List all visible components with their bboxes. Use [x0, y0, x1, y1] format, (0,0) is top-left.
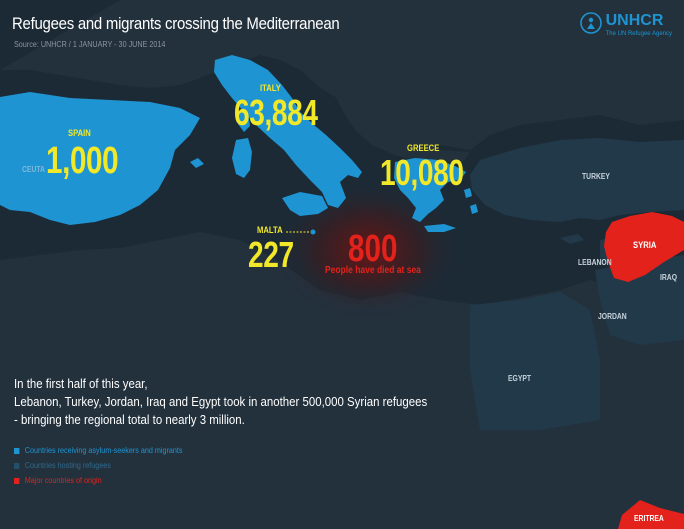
- legend-swatch-hosting: [14, 462, 20, 469]
- deaths-note: People have died at sea: [325, 265, 421, 276]
- italy-label: ITALY: [260, 83, 281, 93]
- spain-landmass: [0, 92, 200, 225]
- malta-count: 227: [248, 234, 294, 275]
- syria-landmass: [604, 212, 684, 282]
- infographic-title: Refugees and migrants crossing the Medit…: [12, 14, 340, 33]
- corsica: [238, 110, 250, 132]
- sicily: [282, 192, 328, 216]
- iraq-label: IRAQ: [660, 273, 677, 282]
- summary-line-2: Lebanon, Turkey, Jordan, Iraq and Egypt …: [14, 394, 428, 409]
- legend-label-origin: Major countries of origin: [24, 476, 102, 485]
- crete: [424, 224, 456, 232]
- legend-item-hosting: Countries hosting refugees: [14, 461, 111, 470]
- eritrea-landmass: [618, 500, 684, 529]
- spain-count: 1,000: [46, 140, 119, 182]
- aegean-islands: [464, 188, 478, 214]
- egypt-label: EGYPT: [508, 374, 532, 383]
- europe-landmass: [0, 0, 684, 150]
- legend-item-origin: Major countries of origin: [14, 476, 102, 485]
- logo-name: UNHCR: [605, 12, 664, 29]
- italy-count: 63,884: [234, 92, 318, 133]
- summary-line-1: In the first half of this year,: [14, 376, 148, 391]
- greece-count: 10,080: [380, 152, 464, 193]
- balkans-landmass: [335, 95, 470, 170]
- balearic-islands: [190, 158, 204, 168]
- legend-swatch-receiving: [14, 447, 20, 454]
- jordan-label: JORDAN: [598, 312, 627, 321]
- unhcr-logo: UNHCR The UN Refugee Agency: [579, 12, 672, 38]
- legend-label-receiving: Countries receiving asylum-seekers and m…: [24, 446, 183, 455]
- turkey-landmass: [470, 138, 684, 222]
- turkey-label: TURKEY: [582, 172, 610, 181]
- cyprus: [560, 234, 584, 244]
- summary-line-3: - bringing the regional total to nearly …: [14, 412, 245, 427]
- unhcr-emblem-icon: [579, 12, 602, 34]
- legend-label-hosting: Countries hosting refugees: [24, 461, 111, 470]
- malta-label: MALTA: [257, 225, 283, 235]
- sardinia: [232, 138, 252, 178]
- egypt-region: [470, 292, 600, 430]
- greece-landmass: [394, 158, 466, 222]
- syria-label: SYRIA: [633, 240, 657, 250]
- greece-label: GREECE: [407, 143, 440, 153]
- lebanon-label: LEBANON: [578, 258, 612, 267]
- logo-tagline: The UN Refugee Agency: [605, 31, 672, 37]
- legend-item-receiving: Countries receiving asylum-seekers and m…: [14, 446, 182, 455]
- eritrea-label: ERITREA: [634, 514, 664, 523]
- malta-island: [310, 229, 316, 235]
- spain-label: SPAIN: [68, 128, 91, 138]
- legend-swatch-origin: [14, 477, 20, 484]
- italy-landmass: [214, 55, 362, 208]
- deaths-count: 800: [348, 228, 398, 270]
- source-note: Source: UNHCR / 1 JANUARY - 30 JUNE 2014: [14, 40, 166, 49]
- ceuta-label: CEUTA: [22, 165, 45, 174]
